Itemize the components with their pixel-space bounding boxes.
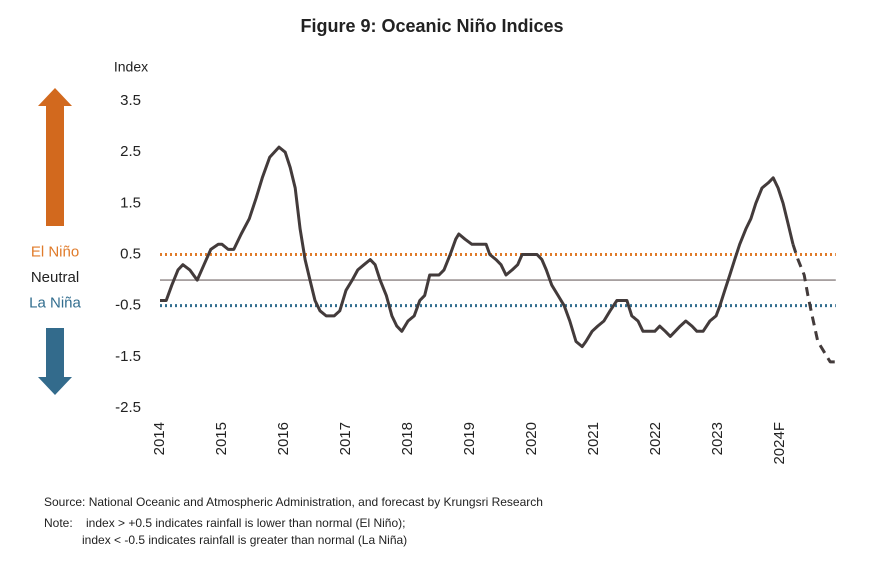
y-tick-label: -2.5 xyxy=(115,399,141,416)
note-label: Note: xyxy=(44,516,73,530)
x-tick-label: 2020 xyxy=(523,422,540,455)
x-tick-label: 2014 xyxy=(151,422,168,455)
reference-label: Neutral xyxy=(31,269,79,286)
source-note: Source: National Oceanic and Atmospheric… xyxy=(44,495,543,509)
x-tick-label: 2024F xyxy=(771,422,788,465)
y-axis-label: Index xyxy=(114,59,148,75)
x-tick-label: 2017 xyxy=(337,422,354,455)
y-tick-label: 0.5 xyxy=(120,245,141,262)
chart-title: Figure 9: Oceanic Niño Indices xyxy=(300,16,563,36)
x-tick-label: 2016 xyxy=(275,422,292,455)
note-line: index > +0.5 indicates rainfall is lower… xyxy=(86,516,406,530)
reference-label: El Niño xyxy=(31,243,79,260)
note-line: index < -0.5 indicates rainfall is great… xyxy=(82,533,407,547)
x-tick-label: 2018 xyxy=(399,422,416,455)
y-tick-label: -0.5 xyxy=(115,297,141,314)
index-line xyxy=(791,243,836,364)
x-tick-label: 2019 xyxy=(461,422,478,455)
y-tick-label: 2.5 xyxy=(120,143,141,160)
x-tick-label: 2022 xyxy=(647,422,664,455)
y-tick-label: 1.5 xyxy=(120,194,141,211)
el-nino-arrow xyxy=(38,88,72,226)
index-line xyxy=(160,145,795,349)
y-tick-label: 3.5 xyxy=(120,92,141,109)
la-nina-arrow xyxy=(38,328,72,395)
x-tick-label: 2023 xyxy=(709,422,726,455)
x-tick-label: 2021 xyxy=(585,422,602,455)
reference-label: La Niña xyxy=(29,295,81,312)
y-tick-label: -1.5 xyxy=(115,348,141,365)
x-tick-label: 2015 xyxy=(213,422,230,455)
